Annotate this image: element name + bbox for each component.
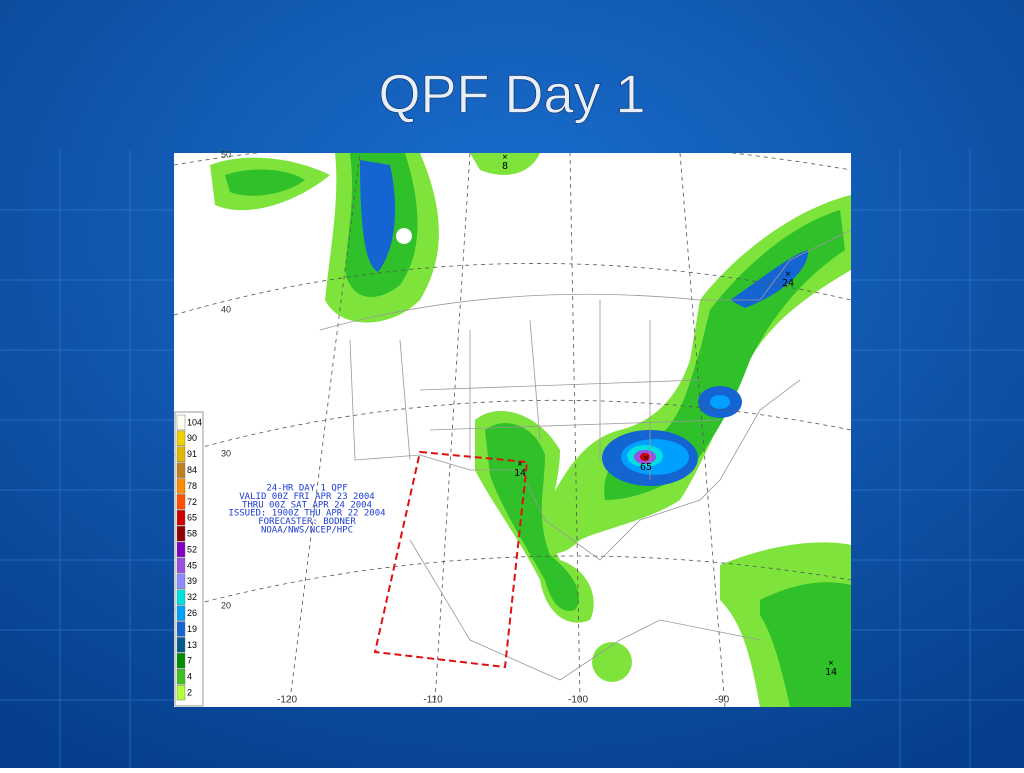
maximum-marker: × (785, 270, 790, 280)
legend-swatch (176, 557, 186, 574)
info-line: 24-HR DAY 1 QPF (266, 484, 347, 494)
maximum-marker: × (828, 659, 833, 669)
maximum-label: 14 (825, 667, 837, 678)
legend-swatch (176, 478, 186, 494)
legend-label: 72 (187, 497, 197, 507)
longitude-label: -90 (715, 695, 730, 706)
legend-swatch (176, 669, 186, 685)
highlight-region (373, 450, 529, 669)
legend-label: 13 (187, 640, 197, 650)
longitude-label: -120 (277, 695, 297, 706)
legend-label: 65 (187, 513, 197, 523)
legend-label: 39 (187, 576, 197, 586)
precipitation (210, 153, 851, 707)
legend-label: 91 (187, 449, 197, 459)
maximum-marker: × (643, 454, 648, 464)
graticule (174, 153, 851, 707)
maximum-marker: × (517, 460, 522, 470)
legend-label: 78 (187, 481, 197, 491)
legend: 104 90 91 84 78 72 65 58 52 45 39 32 26 19 13 7 4 2 (174, 411, 204, 707)
longitude-label: -100 (568, 695, 588, 706)
info-line: THRU 00Z SAT APR 24 2004 (242, 500, 372, 510)
maximum-label: 14 (514, 468, 526, 479)
legend-swatch (176, 653, 186, 669)
maximum-label: 24 (782, 278, 794, 289)
legend-label: 58 (187, 529, 197, 539)
slide-title: QPF Day 1 (378, 64, 645, 124)
legend-label: 52 (187, 544, 197, 554)
latitude-label: 20 (221, 600, 231, 610)
maximum-label: 8 (502, 161, 508, 172)
longitude-label: -110 (423, 695, 443, 706)
latitude-label: 40 (221, 304, 231, 314)
legend-swatch (176, 414, 186, 431)
boundaries (319, 229, 851, 681)
info-line: VALID 00Z FRI APR 23 2004 (239, 492, 374, 502)
latitude-label: 30 (221, 448, 231, 458)
map: 104 90 91 84 78 72 65 58 52 45 39 32 26 19 13 7 4 2 24-HR… (174, 149, 851, 707)
legend-swatch (176, 510, 186, 526)
info-line: ISSUED: 1900Z THU APR 22 2004 (228, 509, 385, 519)
legend-swatch (176, 430, 186, 446)
info-line: NOAA/NWS/NCEP/HPC (261, 526, 353, 536)
legend-label: 4 (187, 672, 192, 682)
legend-label: 84 (187, 465, 197, 475)
legend-swatch (176, 684, 186, 701)
legend-swatch (176, 446, 186, 462)
legend-label: 90 (187, 433, 197, 443)
legend-swatch (176, 462, 186, 478)
legend-label: 45 (187, 560, 197, 570)
legend-swatch (176, 494, 186, 510)
legend-label: 26 (187, 608, 197, 618)
legend-label: 19 (187, 624, 197, 634)
legend-swatch (176, 541, 186, 558)
latitude-label: 50 (221, 149, 231, 159)
maximum-marker: × (502, 153, 507, 163)
info-line: FORECASTER: BODNER (258, 517, 356, 527)
legend-swatch (176, 589, 186, 605)
legend-swatch (176, 621, 186, 637)
maximum-label: 65 (640, 462, 652, 473)
legend-swatch (176, 573, 186, 589)
legend-swatch (176, 605, 186, 621)
legend-swatch (176, 637, 186, 653)
legend-label: 2 (187, 687, 192, 697)
legend-label: 32 (187, 592, 197, 602)
legend-swatch (176, 526, 186, 542)
legend-label: 104 (187, 417, 202, 427)
legend-label: 7 (187, 656, 192, 666)
